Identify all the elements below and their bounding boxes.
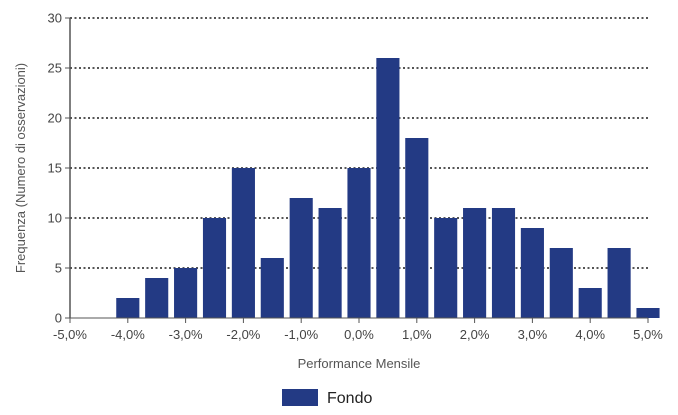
x-tick-label: -1,0% [284, 327, 318, 342]
bar [491, 208, 516, 318]
x-tick-label: 4,0% [575, 327, 605, 342]
x-tick-labels: -5,0% -4,0% -3,0% -2,0% -1,0% 0,0% 1,0% 2,0% 3,0… [53, 318, 663, 342]
x-tick-label: 1,0% [402, 327, 432, 342]
bar [116, 298, 140, 318]
legend: Fondo [282, 389, 372, 407]
bars [116, 58, 660, 318]
x-axis-title: Performance Mensile [298, 356, 421, 371]
bar [549, 248, 573, 318]
bar [636, 308, 660, 318]
y-tick-label: 5 [55, 261, 62, 276]
bar [520, 228, 544, 318]
y-tick-label: 10 [48, 211, 62, 226]
bar [434, 218, 458, 318]
x-tick-label: 5,0% [633, 327, 663, 342]
x-tick-label: 2,0% [460, 327, 490, 342]
y-tick-label: 15 [48, 161, 62, 176]
y-tick-label: 25 [48, 61, 62, 76]
bar [231, 168, 255, 318]
x-tick-label: 3,0% [518, 327, 548, 342]
x-tick-label: -2,0% [226, 327, 260, 342]
x-tick-label: -5,0% [53, 327, 87, 342]
bar [145, 278, 169, 318]
bar [376, 58, 400, 318]
y-tick-label: 20 [48, 111, 62, 126]
legend-label-fondo: Fondo [327, 390, 372, 407]
bar [607, 248, 631, 318]
bar [463, 208, 487, 318]
bar [578, 288, 602, 318]
x-tick-label: -4,0% [111, 327, 145, 342]
y-tick-labels: 0 5 10 15 20 25 30 [48, 11, 70, 326]
y-tick-label: 30 [48, 11, 62, 26]
bar [174, 268, 198, 318]
bar [318, 208, 342, 318]
y-tick-label: 0 [55, 311, 62, 326]
bar [405, 138, 429, 318]
x-tick-label: -3,0% [169, 327, 203, 342]
x-tick-label: 0,0% [344, 327, 374, 342]
legend-swatch [282, 389, 318, 406]
bar [260, 258, 284, 318]
bar [289, 198, 313, 318]
bar [202, 218, 227, 318]
bar [347, 168, 371, 318]
y-axis-title: Frequenza (Numero di osservazioni) [13, 63, 28, 273]
